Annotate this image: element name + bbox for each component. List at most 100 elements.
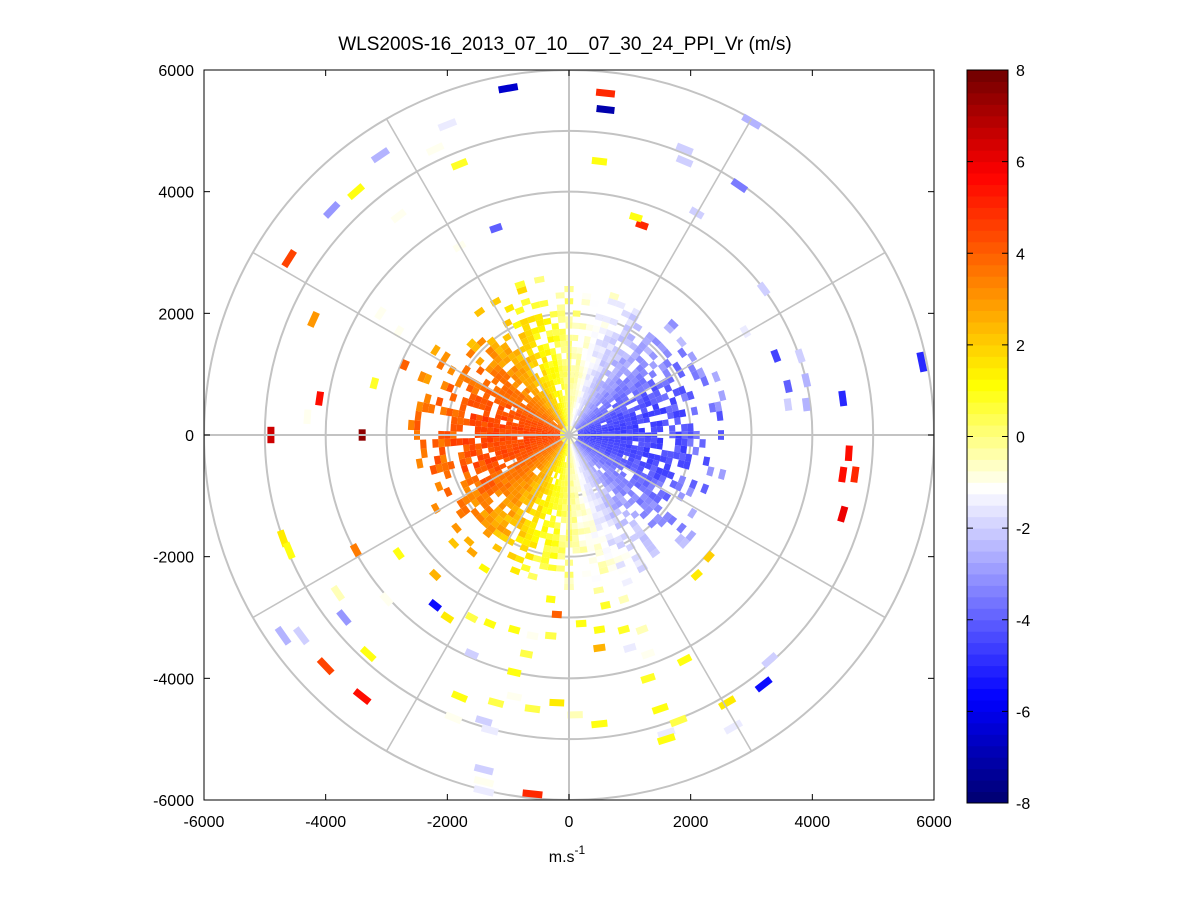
gate-cell (529, 480, 537, 488)
gate-cell (484, 405, 492, 413)
gate-cell (557, 553, 566, 560)
gate-cell (532, 417, 540, 422)
gate-cell (529, 354, 537, 362)
gate-cell (566, 419, 569, 426)
gate-cell (527, 414, 534, 420)
gate-cell (576, 409, 580, 416)
gate-cell (604, 414, 611, 420)
gate-cell (579, 419, 585, 425)
gate-cell (557, 460, 562, 468)
gate-cell (554, 478, 559, 486)
gate-cell (552, 329, 560, 336)
colorbar-band (967, 344, 1008, 357)
gate-cell (525, 446, 532, 451)
gate-cell (579, 445, 585, 451)
colorbar-band (967, 768, 1008, 781)
gate-cell (572, 443, 576, 449)
gate-cell (658, 474, 667, 484)
gate-cell (677, 385, 687, 395)
gate-cell (621, 577, 633, 587)
gate-cell (560, 432, 567, 435)
gate-cell (601, 426, 609, 430)
gate-cell (547, 431, 554, 434)
gate-cell (624, 388, 632, 396)
gate-cell (594, 313, 604, 322)
gate-cell (598, 535, 608, 544)
gate-cell (421, 402, 430, 413)
gate-cell (498, 533, 509, 543)
gate-cell (541, 435, 548, 438)
spoke-30 (568, 118, 753, 436)
x-tick-label: -6000 (184, 814, 225, 831)
gate-cell (587, 454, 593, 461)
x-tick-label: 0 (565, 814, 574, 831)
gate-cell (520, 337, 530, 346)
gate-cell (607, 497, 616, 506)
gate-cell (626, 380, 634, 389)
gate-cell (541, 506, 548, 514)
gate-cell (583, 427, 590, 431)
gate-cell (576, 460, 581, 468)
gate-cell (571, 365, 576, 372)
gate-cell (526, 348, 534, 357)
x-tick-label: 2000 (673, 814, 709, 831)
gate-cell (615, 370, 624, 378)
gate-cell (544, 461, 551, 468)
outer-gate (487, 697, 505, 709)
gate-cell (545, 367, 552, 375)
gate-cell (569, 444, 572, 451)
gate-cell (553, 528, 561, 535)
gate-cell (523, 342, 532, 351)
gate-cell (489, 510, 499, 520)
gate-cell (500, 341, 510, 351)
gate-cell (534, 394, 541, 401)
gate-cell (579, 540, 587, 547)
gate-cell (569, 437, 572, 444)
gate-cell (526, 478, 534, 486)
gate-cell (523, 466, 531, 474)
gate-cell (575, 359, 581, 366)
gate-cell (690, 406, 699, 416)
gate-cell (472, 461, 481, 469)
gate-cell (538, 445, 545, 451)
gate-cell (600, 367, 608, 375)
gate-cell (522, 482, 530, 491)
gate-cell (582, 451, 588, 457)
gate-cell (596, 452, 603, 458)
outer-gate (756, 281, 771, 297)
gate-cell (636, 476, 645, 485)
gate-cell (475, 366, 485, 376)
gate-cell (545, 387, 551, 395)
gate-cell (435, 463, 444, 474)
gate-cell (599, 446, 607, 451)
gate-cell (560, 431, 567, 435)
gate-cell (588, 422, 595, 427)
gate-cell (574, 408, 579, 415)
colorbar-band (967, 173, 1008, 186)
gate-cell (551, 398, 556, 406)
gate-cell (560, 395, 564, 403)
gate-cell (577, 377, 582, 385)
gate-cell (521, 389, 529, 397)
gate-cell (536, 439, 543, 443)
gate-cell (555, 403, 560, 410)
gate-cell (504, 481, 512, 490)
gate-cell (638, 377, 647, 386)
outer-gate (507, 624, 521, 635)
outer-gate (474, 715, 493, 727)
gate-cell (557, 441, 563, 446)
gate-cell (602, 438, 609, 442)
gate-cell (569, 426, 573, 433)
gate-cell (561, 461, 565, 468)
outer-gate (347, 183, 366, 201)
gate-cell (657, 342, 668, 353)
gate-cell (560, 415, 564, 421)
gate-cell (611, 345, 621, 354)
gate-cell (456, 438, 463, 446)
gate-cell (647, 470, 656, 478)
gate-cell (600, 407, 607, 413)
gate-cell (662, 358, 673, 369)
gate-cell (643, 488, 652, 497)
gate-cell (571, 522, 578, 530)
gate-cell (591, 416, 598, 422)
